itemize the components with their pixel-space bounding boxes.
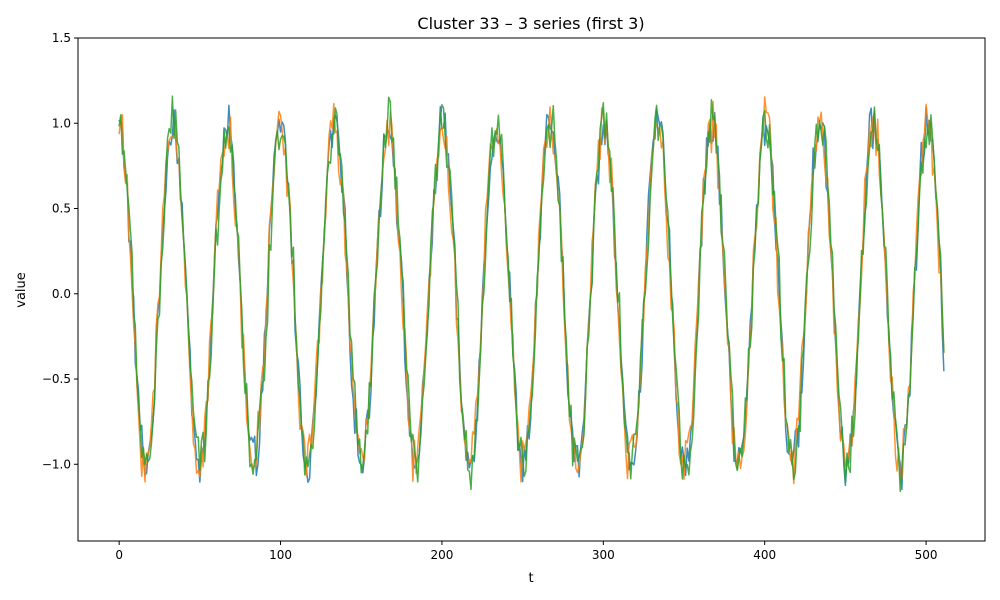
y-tick-label: 1.0: [52, 116, 71, 130]
x-tick-label: 0: [115, 548, 123, 562]
chart-title: Cluster 33 – 3 series (first 3): [417, 14, 644, 33]
series-line-3: [118, 95, 945, 493]
y-axis: −1.0 −0.5 0.0 0.5 1.0 1.5: [42, 31, 78, 471]
plot-area: [118, 95, 945, 493]
axes-frame: [77, 37, 986, 542]
x-tick-label: 100: [269, 548, 292, 562]
x-tick-label: 500: [915, 548, 938, 562]
y-tick-label: −0.5: [42, 372, 71, 386]
y-tick-label: 0.0: [52, 287, 71, 301]
series-line-2: [118, 96, 945, 485]
y-axis-label: value: [14, 272, 29, 308]
series-line-1: [118, 104, 945, 491]
y-tick-label: −1.0: [42, 457, 71, 471]
x-tick-label: 200: [430, 548, 453, 562]
x-axis: 0 100 200 300 400 500: [115, 541, 938, 562]
x-tick-label: 400: [753, 548, 776, 562]
x-tick-label: 300: [592, 548, 615, 562]
y-tick-label: 0.5: [52, 202, 71, 216]
y-tick-label: 1.5: [52, 31, 71, 45]
x-axis-label: t: [528, 571, 533, 586]
